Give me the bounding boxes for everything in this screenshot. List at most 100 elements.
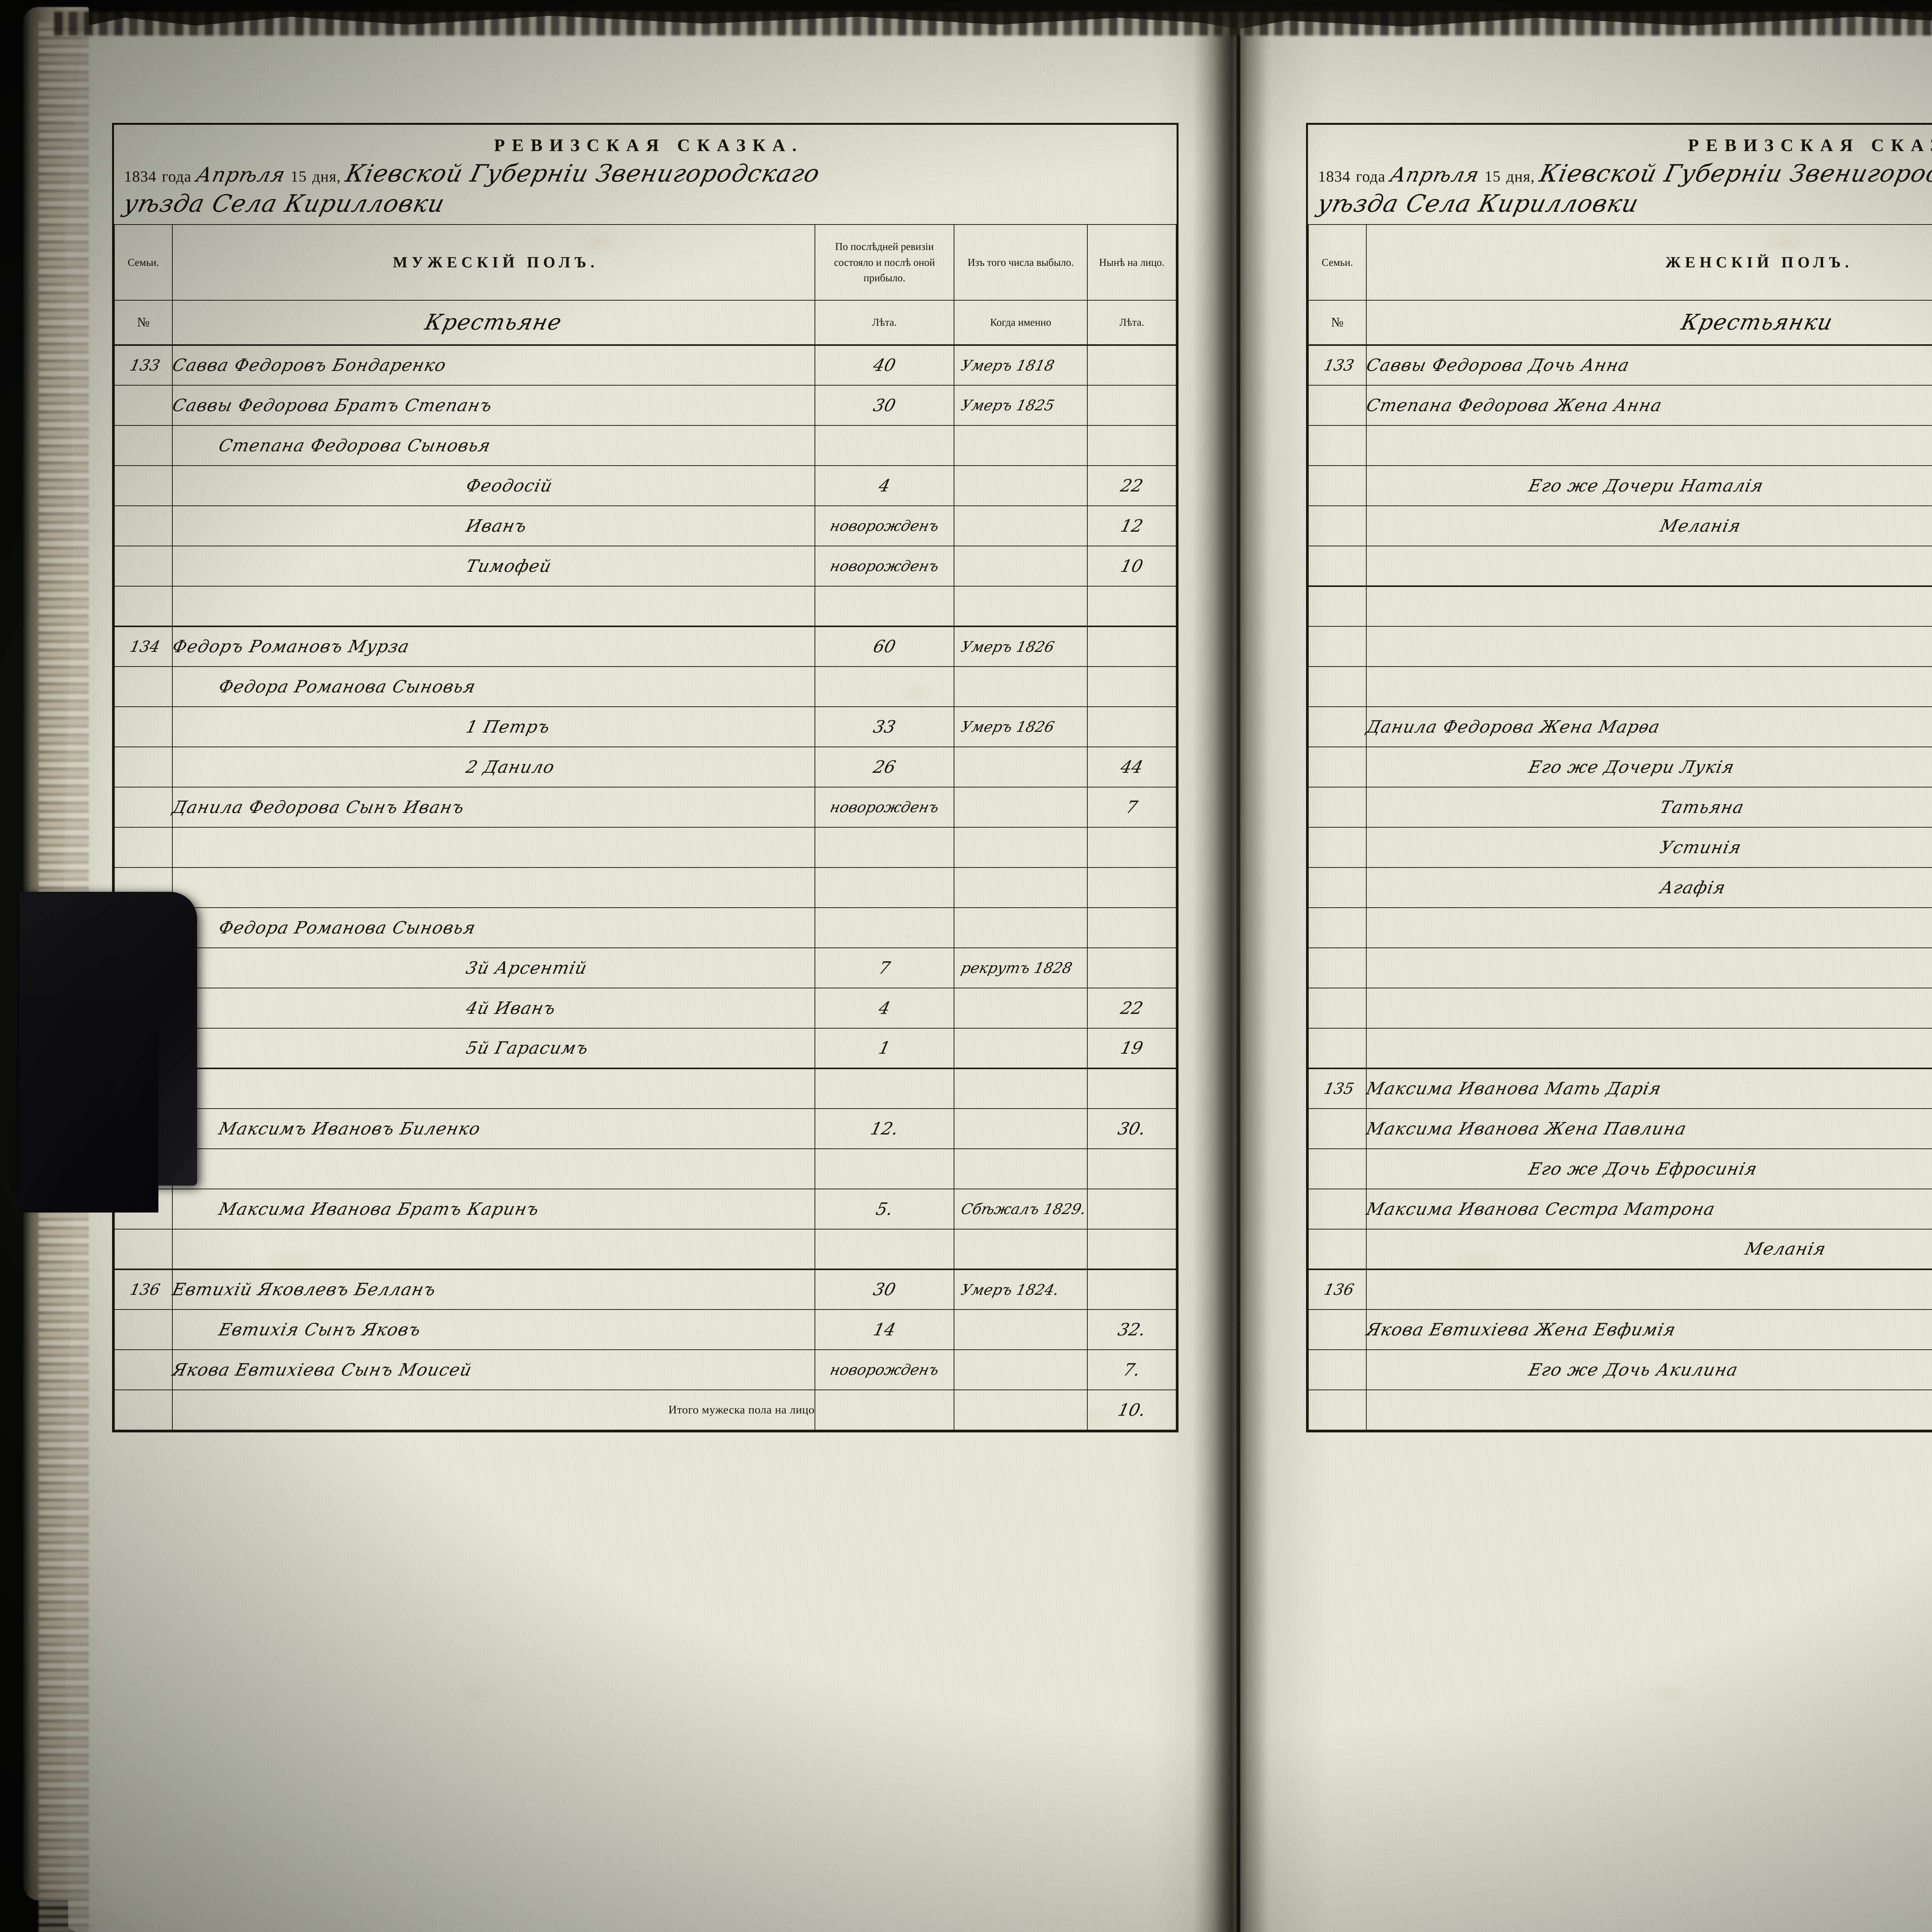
family-number-cell [1308,827,1367,868]
present-years-cell [1087,385,1177,426]
table-row: Саввы Федорова Братъ Степанъ 30 Умеръ 1825 [114,385,1177,426]
table-row: Его же Дочь Ефросинія4. [1308,1148,1932,1189]
person-name: Степана Федорова Сыновья [217,435,493,456]
prior-revision-cell [815,827,954,868]
col-subheader-number-right: № [1308,300,1367,345]
left-total-spacer [114,1389,173,1430]
present-years-cell [1087,626,1177,667]
right-total-spacer [1308,1389,1367,1430]
right-total-label: Итого женска пола на лицо [1366,1389,1932,1430]
person-name: Его же Дочери Наталія [1527,476,1766,496]
female-name-cell: Максима Иванова Мать Дарія [1364,1068,1932,1109]
table-row [114,586,1177,627]
family-number-cell [1308,385,1367,426]
peasants-female-hand: Крестьянки [1679,310,1836,335]
left-preamble-month: Апрѣля [194,163,288,187]
col-subheader-peasants-male: Крестьяне [172,300,815,345]
departed-when-cell [954,1148,1088,1189]
departed-when-cell [954,747,1088,787]
male-name-cell: Тимофей [172,546,815,587]
cell-value: 4 [877,476,892,496]
female-census-table: Семьи. ЖЕНСКІЙ ПОЛЪ. Во временной отлучк… [1308,224,1932,1430]
left-preamble-day: 15 [290,168,307,185]
family-number-cell [114,747,173,787]
family-number-cell [1308,425,1367,466]
male-name-cell: Максима Иванова Братъ Каринъ [172,1189,815,1230]
right-preamble-month: Апрѣля [1388,163,1482,187]
cell-value: 30 [871,1280,898,1299]
person-name: Меланія [1658,516,1743,536]
prior-revision-cell: 12. [815,1108,954,1149]
cell-value: 1 [877,1038,892,1058]
prior-revision-cell: 4 [815,988,954,1029]
family-number-cell [1308,1189,1367,1230]
male-name-cell: 5й Гарасимъ [172,1028,815,1069]
table-row [1308,585,1932,627]
prior-revision-cell [815,867,954,908]
table-row: Его же Дочери Лукія14 [1308,747,1932,787]
person-name: 3й Арсентій [464,958,589,978]
table-row: 136 [1308,1269,1932,1310]
present-years-cell [1087,666,1177,707]
prior-revision-cell [815,1068,954,1109]
prior-revision-cell [815,907,954,948]
present-years-cell [1087,1269,1177,1310]
left-title-band: РЕВИЗСКАЯ СКАЗКА. [114,125,1177,159]
col-header-departed: Изъ того числа выбыло. [954,224,1088,301]
male-census-table: Семьи. МУЖЕСКІЙ ПОЛЪ. По послѣдней ревиз… [114,224,1177,1430]
present-years-cell [1087,907,1177,948]
person-name: Данила Федорова Сынъ Иванъ [170,797,467,817]
female-name-cell [1366,666,1932,707]
departed-when-cell: Сбѣжалъ 1829. [954,1189,1088,1230]
prior-revision-cell [815,1229,954,1270]
family-number-cell [114,425,173,466]
female-name-cell [1366,907,1932,948]
cell-value: Сбѣжалъ 1829. [959,1201,1088,1218]
cell-value: 30 [871,395,898,415]
family-number-cell [1308,1229,1367,1270]
table-row [1308,988,1932,1029]
left-total-value: 10. [1087,1389,1177,1430]
cell-value: 22 [1119,476,1145,496]
table-row: Данила Федорова Сынъ Иванъ новорожденъ 7 [114,787,1177,828]
departed-when-cell: Умеръ 1826 [954,626,1088,667]
male-name-cell [172,586,815,627]
person-name: 1 Петръ [464,717,552,737]
departed-when-cell [954,1309,1088,1350]
female-census-sheet: РЕВИЗСКАЯ СКАЗКА. 1834 года Апрѣля 15 дн… [1306,123,1932,1432]
person-name: Данила Федорова Жена Марѳа [1364,717,1662,737]
female-name-cell: Его же Дочь Ефросинія [1366,1148,1932,1189]
male-name-cell: Федора Романова Сыновья [172,907,815,948]
cell-value: 12 [1119,516,1145,536]
present-years-cell: 32. [1087,1309,1177,1350]
family-number-cell [114,546,173,587]
family-number-cell [114,1229,173,1270]
cell-value: рекрутъ 1828 [959,959,1074,976]
present-years-cell [1087,947,1177,988]
table-row: Его же Дочери Наталія19 [1308,465,1932,506]
table-row: Максимъ Ивановъ Биленко 12. 30. [114,1108,1177,1149]
present-years-cell [1087,586,1177,627]
number-symbol-right: № [1331,315,1344,330]
family-number: 135 [1322,1080,1356,1098]
departed-when-cell [954,1108,1088,1149]
family-number-cell [1308,1349,1367,1390]
male-name-cell: Иванъ [172,505,815,546]
family-number-cell [1308,1309,1367,1350]
family-number-cell [1308,666,1367,707]
female-name-cell [1366,585,1932,627]
female-name-cell: Меланія [1366,1229,1932,1270]
female-name-cell: Степана Федорова Жена Анна [1364,385,1932,426]
female-name-cell: Саввы Федорова Дочь Анна [1364,344,1932,386]
departed-when-cell: Умеръ 1826 [954,706,1088,747]
prior-revision-cell: 26 [815,747,954,787]
left-document-frame: РЕВИЗСКАЯ СКАЗКА. 1834 года Апрѣля 15 дн… [112,123,1179,1432]
right-preamble-place-line1: Кіевской Губерніи Звенигородскаго [1537,159,1932,187]
table-row: 3й Арсентій 7 рекрутъ 1828 [114,947,1177,988]
departed-when-cell [954,425,1088,466]
departed-when-cell [954,907,1088,948]
prior-revision-cell: новорожденъ [815,787,954,828]
table-row: Тимофей новорожденъ 10 [114,546,1177,587]
cell-value: 7. [1121,1360,1142,1380]
family-number-cell [114,586,173,627]
